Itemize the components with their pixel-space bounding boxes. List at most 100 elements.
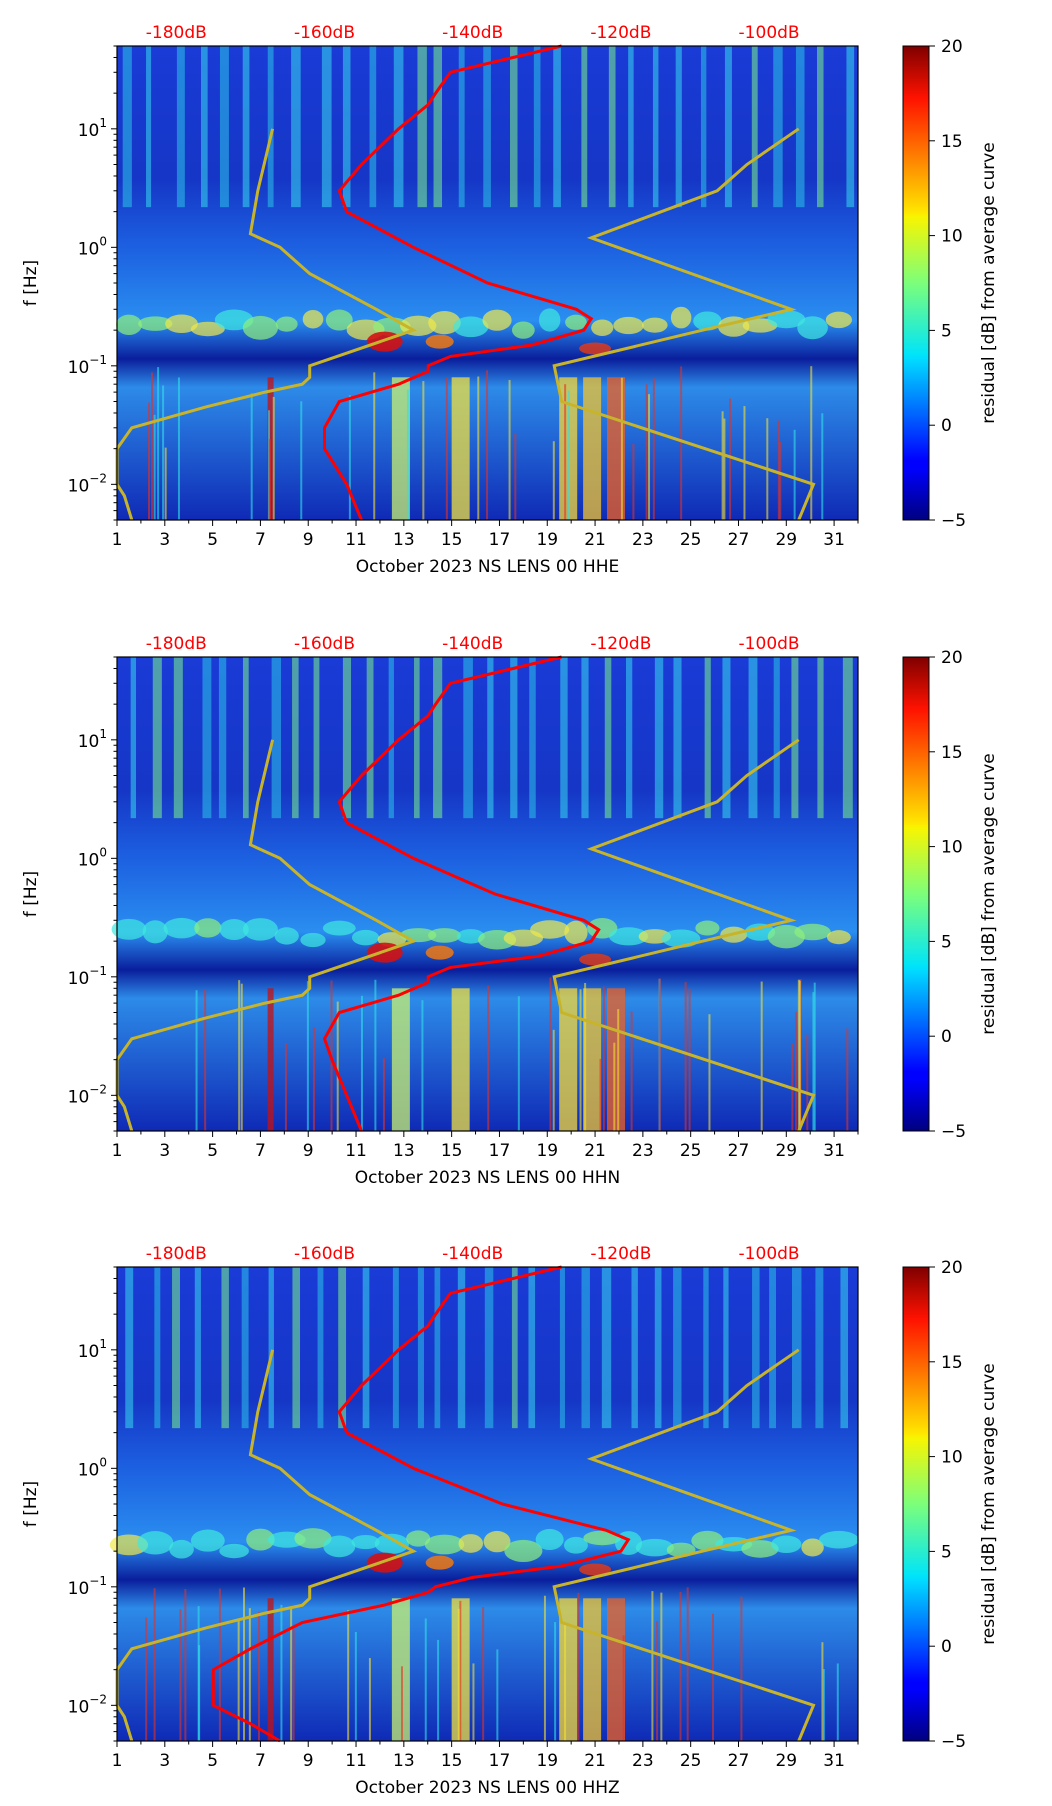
lowfreq-column <box>391 377 410 520</box>
day-streak <box>434 1267 441 1429</box>
y-tick-label: 10−1 <box>68 1574 107 1599</box>
lowfreq-column <box>607 1598 626 1741</box>
day-streak <box>752 1267 760 1429</box>
x-tick-label: 7 <box>255 530 266 550</box>
microseism-blob <box>826 930 851 945</box>
y-tick-label: 10−1 <box>68 964 107 989</box>
microseism-blob <box>565 314 587 330</box>
lowfreq-spike <box>240 983 243 1131</box>
x-tick-label: 15 <box>441 1141 463 1161</box>
lowfreq-spike <box>268 439 271 520</box>
microseism-blob <box>351 1535 380 1550</box>
day-streak <box>342 657 352 819</box>
day-streak <box>791 1267 802 1429</box>
lowfreq-spike <box>374 979 377 1131</box>
lowfreq-spike <box>486 370 489 520</box>
day-streak <box>122 46 132 208</box>
microseism-blob <box>274 927 299 945</box>
day-streak <box>242 657 249 819</box>
lowfreq-spike <box>617 1009 620 1131</box>
lowfreq-spike <box>164 447 167 520</box>
colorbar-tick-label: 20 <box>941 37 963 57</box>
lowfreq-spike <box>846 1028 849 1131</box>
lowfreq-spike <box>184 1589 187 1741</box>
lowfreq-spike <box>360 995 363 1131</box>
y-axis-label: f [Hz] <box>21 1481 41 1527</box>
lowfreq-column <box>559 1598 578 1741</box>
microseism-blob <box>564 920 588 945</box>
lowfreq-spike <box>660 1592 663 1741</box>
microseism-blob <box>190 1529 225 1552</box>
top-db-label: -100dB <box>739 23 800 43</box>
day-streak <box>842 657 853 819</box>
day-streak <box>581 657 589 819</box>
day-streak <box>154 1267 161 1429</box>
y-tick-label: 10−1 <box>68 353 107 378</box>
day-streak <box>673 657 682 819</box>
lowfreq-spike <box>648 394 651 520</box>
day-streak <box>815 1267 824 1429</box>
day-streak <box>601 1267 612 1429</box>
microseism-blob <box>242 315 279 340</box>
lowfreq-spike <box>153 1588 156 1741</box>
colorbar: −5 0 5 10 15 20 residual [dB] from average cur… <box>902 1258 999 1752</box>
y-axis-label: f [Hz] <box>21 260 41 306</box>
storm-event-blob <box>579 1563 612 1576</box>
lowfreq-spike <box>584 982 587 1131</box>
day-streak <box>673 1267 682 1429</box>
x-tick-label: 19 <box>536 1141 558 1161</box>
top-db-label: -160dB <box>294 634 355 654</box>
x-tick-label: 23 <box>632 1141 654 1161</box>
lowfreq-spike <box>477 376 480 520</box>
colorbar-tick-label: 0 <box>941 1637 952 1657</box>
lowfreq-spike <box>300 401 303 520</box>
microseism-blob <box>613 316 644 335</box>
day-streak <box>773 46 783 208</box>
lowfreq-spike <box>306 981 309 1131</box>
day-streak <box>292 657 299 819</box>
lowfreq-spike <box>632 444 635 520</box>
microseism-blob <box>428 928 461 943</box>
microseism-blob <box>642 317 668 333</box>
lowfreq-spike <box>630 1011 633 1131</box>
microseism-blob <box>428 311 461 335</box>
microseism-blob <box>374 1533 410 1554</box>
day-streak <box>176 46 185 208</box>
microseism-blob <box>535 1528 564 1551</box>
day-streak <box>241 1267 249 1429</box>
lowfreq-column <box>583 1598 602 1741</box>
x-tick-label: 25 <box>680 1751 702 1771</box>
day-streak <box>529 657 536 819</box>
x-tick-label: 5 <box>207 530 218 550</box>
day-streak <box>631 1267 638 1429</box>
microseism-blob <box>482 309 512 331</box>
microseism-blob <box>137 1531 174 1555</box>
x-tick-label: 29 <box>775 1751 797 1771</box>
day-streak <box>458 46 465 208</box>
lowfreq-spike <box>250 393 253 520</box>
day-streak <box>817 657 824 819</box>
day-streak <box>219 46 229 208</box>
lowfreq-spike <box>711 1613 714 1741</box>
lowfreq-spike <box>543 1595 546 1741</box>
x-tick-label: 1 <box>112 1751 123 1771</box>
colorbar-tick-label: 15 <box>941 1353 963 1373</box>
top-db-label: -120dB <box>590 634 651 654</box>
lowfreq-spike <box>517 996 520 1131</box>
day-streak <box>130 657 137 819</box>
day-streak <box>704 657 711 819</box>
lowfreq-spike <box>567 390 570 520</box>
microseism-blob <box>744 923 776 941</box>
lowfreq-spike <box>292 1629 295 1741</box>
colorbar-tick-label: 10 <box>941 1448 963 1468</box>
top-db-label: -140dB <box>442 634 503 654</box>
storm-event-blob <box>425 334 454 349</box>
high-noise-model-curve <box>552 1348 816 1742</box>
microseism-blob <box>322 920 356 936</box>
lowfreq-spike <box>793 429 796 520</box>
microseism-blob <box>819 1530 859 1549</box>
lowfreq-spike <box>257 1611 260 1741</box>
top-db-label: -120dB <box>590 1244 651 1264</box>
lowfreq-spike <box>373 372 376 520</box>
day-streak <box>487 657 494 819</box>
